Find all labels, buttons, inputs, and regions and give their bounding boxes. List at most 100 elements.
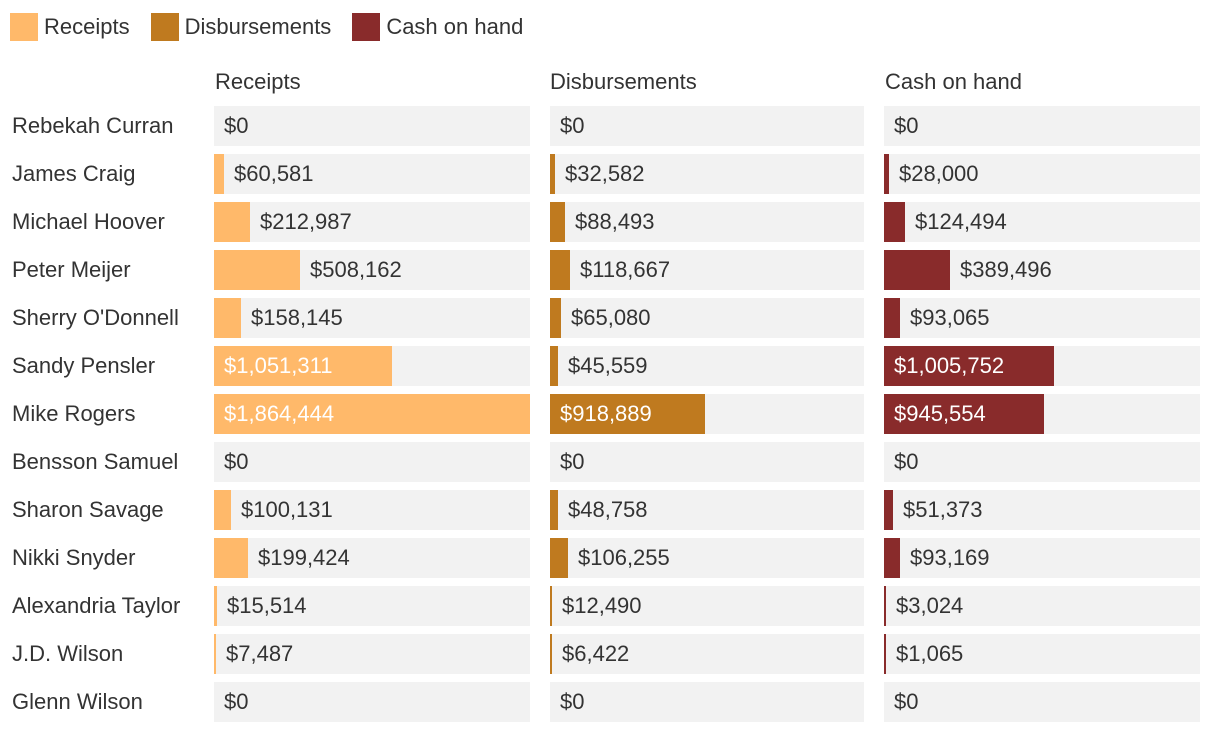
row-label-nikki-snyder: Nikki Snyder — [12, 545, 136, 570]
legend-swatch-receipts — [10, 13, 38, 41]
row-label-sharon-savage: Sharon Savage — [12, 497, 164, 522]
bar-cash-on-hand-j-d-wilson — [884, 634, 886, 674]
column-header-receipts: Receipts — [215, 69, 301, 94]
bar-disbursements-sandy-pensler — [550, 346, 558, 386]
bar-receipts-mike-rogers — [214, 394, 530, 434]
cell-disbursements-james-craig: $32,582 — [550, 154, 864, 194]
legend-label-cash-on-hand: Cash on hand — [386, 14, 524, 39]
legend-label-disbursements: Disbursements — [184, 14, 332, 39]
value-label-disbursements-rebekah-curran: $0 — [560, 113, 585, 138]
value-label-cash-on-hand-rebekah-curran: $0 — [894, 113, 919, 138]
cell-receipts-sherry-o-donnell: $158,145 — [214, 298, 530, 338]
bar-disbursements-sharon-savage — [550, 490, 558, 530]
value-label-disbursements-mike-rogers: $918,889 — [560, 401, 652, 426]
bar-receipts-sandy-pensler — [214, 346, 392, 386]
cell-cash-on-hand-bensson-samuel: $0 — [884, 442, 1200, 482]
cell-disbursements-sherry-o-donnell: $65,080 — [550, 298, 864, 338]
bar-receipts-peter-meijer — [214, 250, 300, 290]
value-label-cash-on-hand-mike-rogers: $945,554 — [894, 401, 986, 426]
cell-disbursements-j-d-wilson: $6,422 — [550, 634, 864, 674]
bar-disbursements-sherry-o-donnell — [550, 298, 561, 338]
cell-cash-on-hand-peter-meijer: $389,496 — [884, 250, 1200, 290]
row-label-alexandria-taylor: Alexandria Taylor — [12, 593, 181, 618]
bar-receipts-michael-hoover — [214, 202, 250, 242]
bar-disbursements-j-d-wilson — [550, 634, 552, 674]
value-label-disbursements-j-d-wilson: $6,422 — [562, 641, 630, 666]
value-label-receipts-peter-meijer: $508,162 — [310, 257, 402, 282]
row-label-michael-hoover: Michael Hoover — [12, 209, 165, 234]
bar-cash-on-hand-sandy-pensler — [884, 346, 1054, 386]
column-header-cash-on-hand: Cash on hand — [885, 69, 1022, 94]
cell-receipts-nikki-snyder: $199,424 — [214, 538, 530, 578]
bar-cash-on-hand-michael-hoover — [884, 202, 905, 242]
row-label-bensson-samuel: Bensson Samuel — [12, 449, 179, 474]
legend-swatch-cash-on-hand — [352, 13, 381, 41]
cell-cash-on-hand-j-d-wilson: $1,065 — [884, 634, 1200, 674]
value-label-receipts-bensson-samuel: $0 — [224, 449, 249, 474]
legend-item-receipts: Receipts — [10, 13, 130, 41]
cell-disbursements-alexandria-taylor: $12,490 — [550, 586, 864, 626]
bar-disbursements-james-craig — [550, 154, 555, 194]
value-label-disbursements-james-craig: $32,582 — [565, 161, 645, 186]
value-label-disbursements-glenn-wilson: $0 — [560, 689, 585, 714]
cell-cash-on-hand-james-craig: $28,000 — [884, 154, 1200, 194]
value-label-disbursements-michael-hoover: $88,493 — [575, 209, 655, 234]
value-label-disbursements-peter-meijer: $118,667 — [580, 257, 671, 282]
bar-disbursements-peter-meijer — [550, 250, 570, 290]
bar-disbursements-nikki-snyder — [550, 538, 568, 578]
cell-receipts-rebekah-curran: $0 — [214, 106, 530, 146]
cell-receipts-peter-meijer: $508,162 — [214, 250, 530, 290]
value-label-cash-on-hand-sharon-savage: $51,373 — [903, 497, 983, 522]
cell-disbursements-sharon-savage: $48,758 — [550, 490, 864, 530]
bar-receipts-alexandria-taylor — [214, 586, 217, 626]
bar-cash-on-hand-alexandria-taylor — [884, 586, 886, 626]
value-label-cash-on-hand-peter-meijer: $389,496 — [960, 257, 1052, 282]
bar-cash-on-hand-james-craig — [884, 154, 889, 194]
row-label-j-d-wilson: J.D. Wilson — [12, 641, 124, 666]
cell-cash-on-hand-sandy-pensler: $1,005,752 — [884, 346, 1200, 386]
value-label-receipts-sherry-o-donnell: $158,145 — [251, 305, 343, 330]
legend-label-receipts: Receipts — [44, 14, 130, 39]
value-label-cash-on-hand-nikki-snyder: $93,169 — [910, 545, 990, 570]
row-label-glenn-wilson: Glenn Wilson — [12, 689, 143, 714]
bar-cash-on-hand-sherry-o-donnell — [884, 298, 900, 338]
row-label-james-craig: James Craig — [12, 161, 136, 186]
value-label-receipts-j-d-wilson: $7,487 — [226, 641, 294, 666]
cell-receipts-james-craig: $60,581 — [214, 154, 530, 194]
cell-cash-on-hand-nikki-snyder: $93,169 — [884, 538, 1200, 578]
value-label-cash-on-hand-j-d-wilson: $1,065 — [896, 641, 964, 666]
value-label-receipts-glenn-wilson: $0 — [224, 689, 249, 714]
value-label-cash-on-hand-michael-hoover: $124,494 — [915, 209, 1007, 234]
cell-receipts-j-d-wilson: $7,487 — [214, 634, 530, 674]
value-label-disbursements-sandy-pensler: $45,559 — [568, 353, 648, 378]
legend-item-cash-on-hand: Cash on hand — [352, 13, 523, 41]
bar-disbursements-mike-rogers — [550, 394, 705, 434]
legend-swatch-disbursements — [150, 13, 179, 41]
value-label-cash-on-hand-bensson-samuel: $0 — [894, 449, 919, 474]
value-label-receipts-james-craig: $60,581 — [234, 161, 314, 186]
column-header-disbursements: Disbursements — [550, 69, 697, 94]
value-label-cash-on-hand-james-craig: $28,000 — [899, 161, 979, 186]
bar-cash-on-hand-mike-rogers — [884, 394, 1044, 434]
bar-receipts-sharon-savage — [214, 490, 231, 530]
cell-receipts-bensson-samuel: $0 — [214, 442, 530, 482]
cell-receipts-mike-rogers: $1,864,444 — [214, 394, 530, 434]
value-label-disbursements-alexandria-taylor: $12,490 — [562, 593, 642, 618]
cell-cash-on-hand-sharon-savage: $51,373 — [884, 490, 1200, 530]
value-label-disbursements-sherry-o-donnell: $65,080 — [571, 305, 651, 330]
legend-item-disbursements: Disbursements — [150, 13, 332, 41]
value-label-receipts-mike-rogers: $1,864,444 — [224, 401, 335, 426]
cell-disbursements-sandy-pensler: $45,559 — [550, 346, 864, 386]
value-label-receipts-rebekah-curran: $0 — [224, 113, 249, 138]
cell-disbursements-michael-hoover: $88,493 — [550, 202, 864, 242]
row-label-rebekah-curran: Rebekah Curran — [12, 113, 174, 138]
row-label-mike-rogers: Mike Rogers — [12, 401, 136, 426]
cell-receipts-sharon-savage: $100,131 — [214, 490, 530, 530]
value-label-disbursements-nikki-snyder: $106,255 — [578, 545, 670, 570]
value-label-disbursements-sharon-savage: $48,758 — [568, 497, 648, 522]
bar-receipts-sherry-o-donnell — [214, 298, 241, 338]
cell-cash-on-hand-rebekah-curran: $0 — [884, 106, 1200, 146]
cell-receipts-glenn-wilson: $0 — [214, 682, 530, 722]
row-label-peter-meijer: Peter Meijer — [12, 257, 131, 282]
value-label-receipts-alexandria-taylor: $15,514 — [227, 593, 307, 618]
